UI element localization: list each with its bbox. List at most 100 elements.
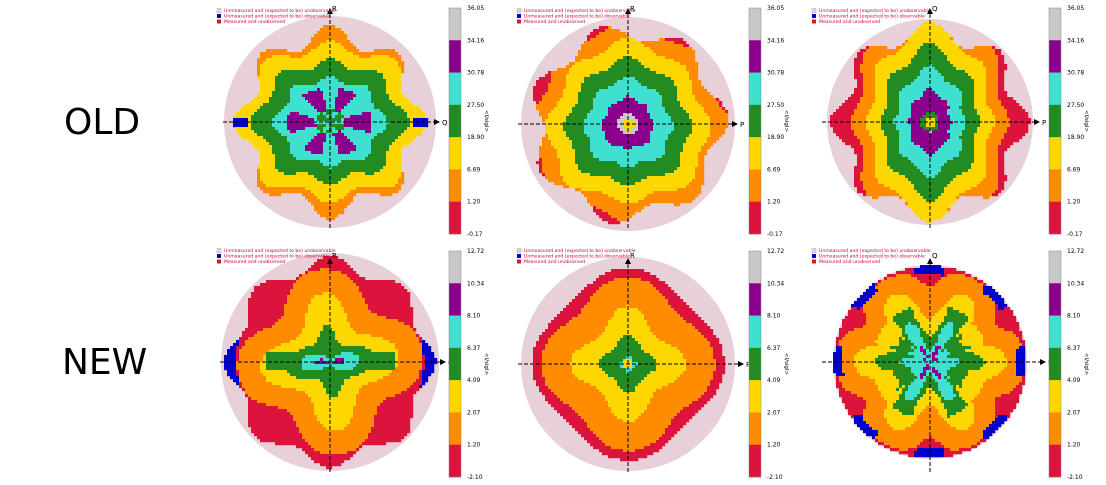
color-scale-bar	[749, 8, 761, 234]
legend-entry: Unmeasured and (expected to be) observab…	[224, 254, 330, 260]
axis-arrow-icon	[732, 121, 738, 127]
legend-swatch	[217, 254, 221, 258]
scale-axis-label: <I/sigI>	[483, 110, 489, 133]
scale-tick-label: 1.20	[767, 442, 781, 449]
legend-swatch	[217, 249, 221, 253]
axis-label-horizontal: Q	[442, 119, 448, 127]
legend-swatch	[517, 20, 521, 24]
legend-swatch	[812, 14, 816, 18]
axis-label-horizontal: P	[1042, 119, 1046, 127]
scale-tick-label: -0.17	[1067, 231, 1083, 238]
legend-entry: Unmeasured and (expected to be) unobserv…	[524, 8, 636, 14]
scale-tick-label: 30.78	[767, 70, 784, 77]
scale-tick-label: 18.90	[467, 134, 484, 141]
scale-tick-label: -2.10	[1067, 474, 1083, 481]
legend-entry: Unmeasured and (expected to be) observab…	[524, 254, 630, 260]
scale-axis-label: <I/sigI>	[483, 353, 489, 376]
scale-tick-label: 30.78	[467, 70, 484, 77]
legend-entry: Unmeasured and (expected to be) unobserv…	[819, 8, 931, 14]
legend-swatch	[812, 249, 816, 253]
color-scale-bar	[1049, 8, 1061, 234]
legend-entry: Measured and unobserved	[819, 259, 880, 265]
legend-swatch	[217, 9, 221, 13]
scale-tick-label: 27.50	[767, 102, 784, 109]
scale-tick-label: 1.20	[467, 199, 481, 206]
legend-entry: Unmeasured and (expected to be) observab…	[819, 14, 925, 20]
legend-entry: Unmeasured and (expected to be) observab…	[224, 14, 330, 20]
scale-tick-label: -2.10	[467, 474, 483, 481]
scale-axis-label: <I/sigI>	[1083, 353, 1089, 376]
scale-tick-label: 12.72	[467, 248, 484, 255]
scale-tick-label: 30.78	[1067, 70, 1084, 77]
scale-tick-label: 34.16	[467, 37, 484, 44]
axis-arrow-icon	[1034, 119, 1040, 125]
scale-tick-label: 6.37	[467, 345, 481, 352]
scale-tick-label: 6.69	[767, 166, 781, 173]
color-scale-bar	[749, 251, 761, 477]
intensity-map	[830, 22, 1031, 223]
scale-tick-label: -0.17	[467, 231, 483, 238]
scale-tick-label: 6.69	[467, 166, 481, 173]
color-scale-bar	[449, 251, 461, 477]
scale-tick-label: 36.05	[467, 5, 484, 12]
scale-tick-label: 36.05	[767, 5, 784, 12]
row-label-old: OLD	[64, 102, 140, 143]
scale-tick-label: 2.07	[1067, 409, 1081, 416]
scale-axis-label: <I/sigI>	[783, 110, 789, 133]
legend-entry: Measured and unobserved	[524, 259, 585, 265]
scale-tick-label: 1.20	[1067, 442, 1081, 449]
axis-label-vertical: Q	[932, 5, 938, 13]
scale-tick-label: 6.37	[767, 345, 781, 352]
scale-tick-label: 18.90	[1067, 134, 1084, 141]
scale-tick-label: 27.50	[1067, 102, 1084, 109]
scale-tick-label: 34.16	[1067, 37, 1084, 44]
legend-entry: Unmeasured and (expected to be) observab…	[524, 14, 630, 20]
legend-entry: Measured and unobserved	[524, 19, 585, 25]
legend-swatch	[217, 20, 221, 24]
legend-swatch	[217, 260, 221, 264]
legend-entry: Measured and unobserved	[819, 19, 880, 25]
legend-swatch	[812, 254, 816, 258]
color-scale-bar	[449, 8, 461, 234]
scale-tick-label: 10.34	[467, 280, 484, 287]
legend-swatch	[517, 254, 521, 258]
legend-swatch	[812, 260, 816, 264]
axis-label-horizontal: P	[740, 121, 744, 129]
color-scale-bar	[1049, 251, 1061, 477]
legend-entry: Unmeasured and (expected to be) unobserv…	[224, 8, 336, 14]
scale-tick-label: 4.09	[767, 377, 781, 384]
legend-entry: Unmeasured and (expected to be) unobserv…	[524, 248, 636, 254]
legend-entry: Measured and unobserved	[224, 259, 285, 265]
scale-tick-label: 8.10	[767, 313, 781, 320]
scale-tick-label: 1.20	[467, 442, 481, 449]
axis-arrow-icon	[440, 359, 446, 365]
scale-tick-label: 6.69	[1067, 166, 1081, 173]
scale-tick-label: 2.07	[467, 409, 481, 416]
legend-swatch	[812, 20, 816, 24]
legend-swatch	[517, 14, 521, 18]
scale-tick-label: 4.09	[467, 377, 481, 384]
legend-entry: Unmeasured and (expected to be) observab…	[819, 254, 925, 260]
legend-entry: Unmeasured and (expected to be) unobserv…	[819, 248, 931, 254]
scale-tick-label: 34.16	[767, 37, 784, 44]
row-label-new: NEW	[62, 342, 147, 383]
scale-tick-label: 27.50	[467, 102, 484, 109]
scale-tick-label: 4.09	[1067, 377, 1081, 384]
legend-swatch	[217, 14, 221, 18]
scale-axis-label: <I/sigI>	[1083, 110, 1089, 133]
legend-entry: Measured and unobserved	[224, 19, 285, 25]
pole-figure-svg: Q P Unmeasured and (expected to be) unobse…	[800, 0, 1090, 242]
scale-tick-label: 10.34	[767, 280, 784, 287]
scale-tick-label: 1.20	[1067, 199, 1081, 206]
axis-arrow-icon	[434, 119, 440, 125]
pole-figure-panel-old-3: Q P Unmeasured and (expected to be) unobse…	[800, 0, 1090, 242]
